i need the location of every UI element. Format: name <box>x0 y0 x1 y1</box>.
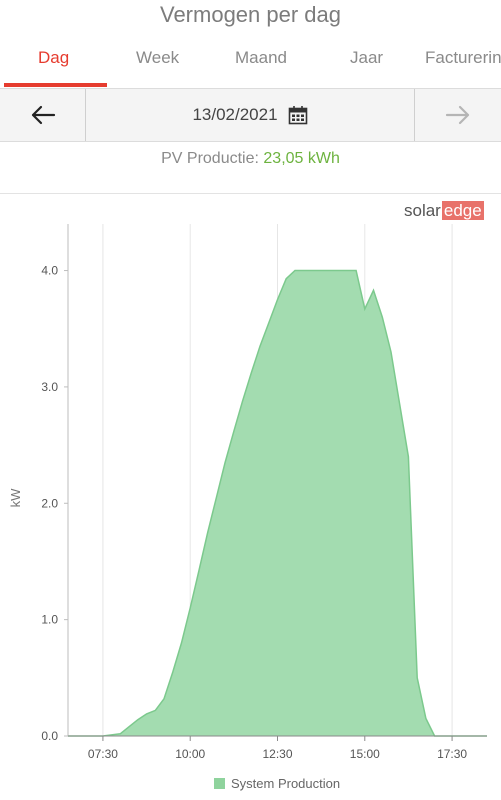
legend-swatch <box>214 778 225 789</box>
y-tick-label: 3.0 <box>41 380 58 394</box>
y-tick-label: 0.0 <box>41 729 58 743</box>
legend-label: System Production <box>231 776 341 791</box>
next-day-button[interactable] <box>414 89 501 141</box>
x-tick-label: 12:30 <box>262 747 292 761</box>
pv-production-value: 23,05 kWh <box>263 150 340 167</box>
date-selector[interactable]: 13/02/2021 <box>87 89 413 141</box>
chart-legend[interactable]: System Production <box>214 776 340 791</box>
tab-maand[interactable]: Maand <box>235 48 287 67</box>
pv-production-label: PV Productie: <box>161 150 259 167</box>
arrow-right-icon <box>445 105 470 125</box>
chart-axes: 0.0 1.0 2.0 3.0 4.0 07:30 10:00 12:30 15:00 17:30 <box>41 224 487 761</box>
calendar-icon[interactable] <box>288 105 308 125</box>
pv-production-summary: PV Productie: 23,05 kWh <box>0 150 501 168</box>
series-area-fill <box>68 270 487 736</box>
tab-dag[interactable]: Dag <box>38 48 70 67</box>
period-tabs: Dag Week Maand Jaar Facturering <box>0 38 501 88</box>
tab-week[interactable]: Week <box>136 48 180 67</box>
tab-facturering[interactable]: Facturering <box>425 48 501 67</box>
date-navigation-bar: 13/02/2021 <box>0 88 501 142</box>
tab-jaar[interactable]: Jaar <box>350 48 384 67</box>
active-tab-indicator <box>4 83 107 87</box>
solaredge-logo: solar edge <box>404 201 484 220</box>
series-line <box>68 269 487 737</box>
x-tick-label: 15:00 <box>350 747 380 761</box>
arrow-left-icon <box>31 105 55 125</box>
x-tick-label: 17:30 <box>437 747 467 761</box>
y-tick-label: 2.0 <box>41 496 58 510</box>
production-chart: 0.0 1.0 2.0 3.0 4.0 07:30 10:00 12:30 15:00 17:30… <box>8 224 487 761</box>
page-title: Vermogen per dag <box>159 2 342 27</box>
selected-date: 13/02/2021 <box>192 105 278 124</box>
chart-series-area <box>68 269 487 737</box>
y-axis-label: kW <box>8 488 23 508</box>
section-divider <box>0 193 501 194</box>
x-tick-label: 10:00 <box>175 747 205 761</box>
y-tick-label: 4.0 <box>41 264 58 278</box>
x-tick-label: 07:30 <box>88 747 118 761</box>
previous-day-button[interactable] <box>0 89 86 141</box>
y-tick-label: 1.0 <box>41 613 58 627</box>
